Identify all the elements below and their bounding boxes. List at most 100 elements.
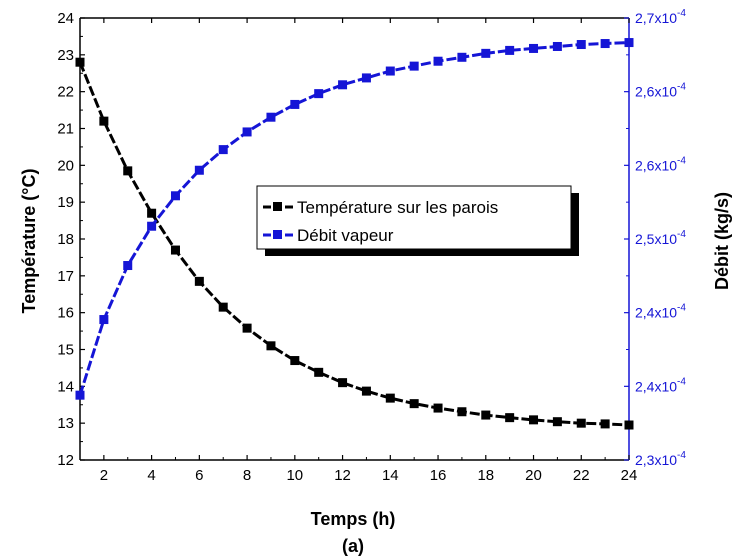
x-tick-label: 4 <box>147 467 155 484</box>
data-point <box>576 418 586 428</box>
data-point <box>218 302 228 312</box>
data-point <box>409 399 419 409</box>
data-point <box>433 403 443 413</box>
data-point <box>409 61 419 71</box>
x-tick-label: 22 <box>573 467 590 484</box>
y-right-tick-exponent: -4 <box>677 450 686 461</box>
data-point <box>123 166 133 176</box>
y-right-tick-exponent: -4 <box>677 303 686 314</box>
y-left-tick-label: 23 <box>57 47 74 64</box>
data-point <box>552 417 562 427</box>
y-right-tick-exponent: -4 <box>677 376 686 387</box>
data-point <box>385 66 395 76</box>
data-point <box>75 57 85 67</box>
data-point <box>600 39 610 49</box>
data-point <box>75 390 85 400</box>
data-point <box>290 356 300 366</box>
y-left-tick-label: 24 <box>57 10 74 27</box>
y-left-tick-label: 14 <box>57 378 74 395</box>
x-tick-label: 16 <box>430 467 447 484</box>
legend-label-debit: Débit vapeur <box>297 226 394 245</box>
data-point <box>600 419 610 429</box>
y-axis-left-title: Température (°C) <box>19 169 39 314</box>
data-point <box>170 191 180 201</box>
y-left-tick-label: 12 <box>57 452 74 469</box>
y-left-tick-label: 17 <box>57 268 74 285</box>
y-left-tick-label: 15 <box>57 342 74 359</box>
data-point <box>99 116 109 126</box>
data-point <box>576 40 586 50</box>
data-point <box>123 261 133 271</box>
y-right-tick-label: 2,6x10-4 <box>635 82 686 100</box>
legend-entry-temperature: Température sur les parois <box>263 198 498 217</box>
data-point <box>242 127 252 137</box>
data-point <box>481 410 491 420</box>
data-point <box>361 386 371 396</box>
data-point <box>314 89 324 99</box>
x-tick-label: 14 <box>382 467 399 484</box>
data-point <box>624 420 634 430</box>
data-point <box>194 165 204 175</box>
data-point <box>385 393 395 403</box>
data-point <box>433 56 443 66</box>
legend: Température sur les parois Débit vapeur <box>256 185 579 256</box>
y-right-tick-label: 2,6x10-4 <box>635 155 686 173</box>
y-left-tick-label: 16 <box>57 305 74 322</box>
y-axis-right-title: Débit (kg/s) <box>712 192 732 290</box>
y-right-tick-exponent: -4 <box>677 229 686 240</box>
data-point <box>361 73 371 83</box>
y-axis-right: 2,3x10-4 2,4x10-4 2,4x10-4 2,5x10-4 2,6x10-4… <box>624 8 686 468</box>
data-point <box>314 367 324 377</box>
x-tick-label: 18 <box>477 467 494 484</box>
x-tick-label: 2 <box>100 467 108 484</box>
series-temperature <box>75 57 634 430</box>
legend-box <box>256 185 572 250</box>
y-right-tick-exponent: -4 <box>677 8 686 19</box>
legend-marker-debit <box>273 230 282 239</box>
y-right-tick-exponent: -4 <box>677 82 686 93</box>
y-right-tick-exponent: -4 <box>677 155 686 166</box>
chart-caption: (a) <box>342 536 364 556</box>
x-tick-label: 20 <box>525 467 542 484</box>
data-point <box>170 245 180 255</box>
y-left-tick-label: 13 <box>57 415 74 432</box>
data-point <box>338 378 348 388</box>
data-point <box>194 276 204 286</box>
data-point <box>529 43 539 53</box>
y-left-tick-label: 21 <box>57 121 74 138</box>
data-point <box>266 112 276 122</box>
legend-marker-temperature <box>273 202 282 211</box>
data-point <box>338 80 348 90</box>
data-point <box>457 52 467 62</box>
y-left-tick-label: 18 <box>57 231 74 248</box>
y-right-tick-label: 2,4x10-4 <box>635 303 686 321</box>
data-point <box>147 221 157 231</box>
data-point <box>218 145 228 155</box>
legend-entry-debit: Débit vapeur <box>263 226 394 245</box>
y-right-tick-label: 2,7x10-4 <box>635 8 686 26</box>
data-point <box>99 315 109 325</box>
y-left-tick-label: 19 <box>57 194 74 211</box>
data-point <box>457 407 467 417</box>
y-right-tick-label: 2,3x10-4 <box>635 450 686 468</box>
y-right-tick-label: 2,5x10-4 <box>635 229 686 247</box>
y-left-tick-label: 20 <box>57 157 74 174</box>
x-tick-label: 8 <box>243 467 251 484</box>
data-point <box>505 45 515 55</box>
x-tick-label: 24 <box>621 467 638 484</box>
x-tick-label: 6 <box>195 467 203 484</box>
data-point <box>290 99 300 109</box>
series-debit <box>75 38 634 400</box>
data-point <box>481 48 491 58</box>
data-point <box>266 341 276 351</box>
data-point <box>529 415 539 425</box>
legend-label-temperature: Température sur les parois <box>297 198 498 217</box>
x-axis: 2 4 6 8 10 12 14 16 18 20 22 24 <box>79 18 638 484</box>
x-tick-label: 12 <box>334 467 351 484</box>
data-point <box>505 413 515 423</box>
y-right-tick-label: 2,4x10-4 <box>635 376 686 394</box>
data-point <box>242 323 252 333</box>
series-layer <box>75 38 634 430</box>
y-left-tick-label: 22 <box>57 84 74 101</box>
